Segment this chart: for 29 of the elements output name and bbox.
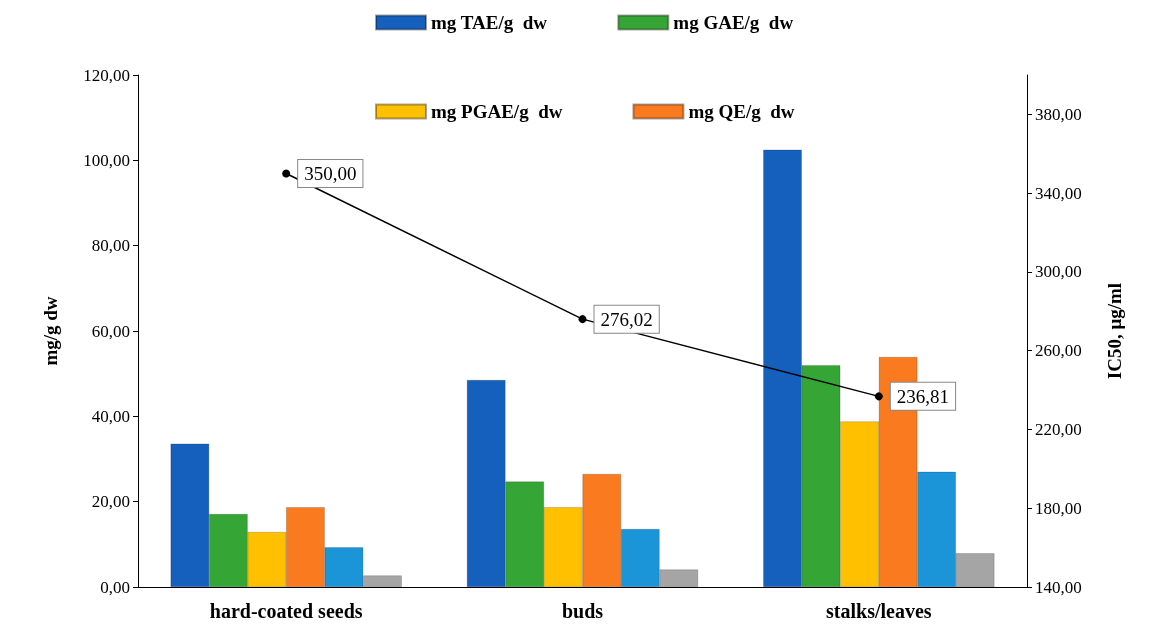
y-tick-label: 40,00 [91,406,130,426]
legend-label: mg TAE/g dw [431,12,548,33]
point [578,315,587,324]
x-tick-label: buds [561,600,604,622]
point [282,169,291,178]
y2-axis-title: IC50, μg/ml [1104,282,1125,380]
y-tick-label: 80,00 [91,236,130,256]
y2-tick-label: 140,00 [1035,577,1082,597]
y2-tick-label: 340,00 [1035,183,1082,203]
x-tick-label: hard-coated seeds [209,600,363,622]
y-tick-label: 20,00 [91,492,130,512]
data-label: 236,81 [896,385,950,407]
y-tick-label: 0,00 [100,577,130,597]
y-tick-label: 60,00 [91,321,130,341]
legend-label: mg PGAE/g dw [431,101,563,122]
point [874,392,883,401]
y2-tick-label: 220,00 [1035,419,1082,439]
y2-tick-label: 380,00 [1035,104,1082,124]
x-tick-label: stalks/leaves [826,600,932,622]
y-tick-label: 100,00 [83,150,130,170]
legend-label: mg GAE/g dw [673,12,794,33]
y2-tick-label: 180,00 [1035,498,1082,518]
data-label: 276,02 [600,308,653,330]
y2-tick-label: 300,00 [1035,262,1082,282]
data-label: 350,00 [304,162,357,184]
legend-label: mg QE/g dw [688,101,795,122]
y2-tick-label: 260,00 [1035,341,1082,361]
y-tick-label: 120,00 [83,65,130,85]
y-axis-title: mg/g dw [40,296,61,366]
